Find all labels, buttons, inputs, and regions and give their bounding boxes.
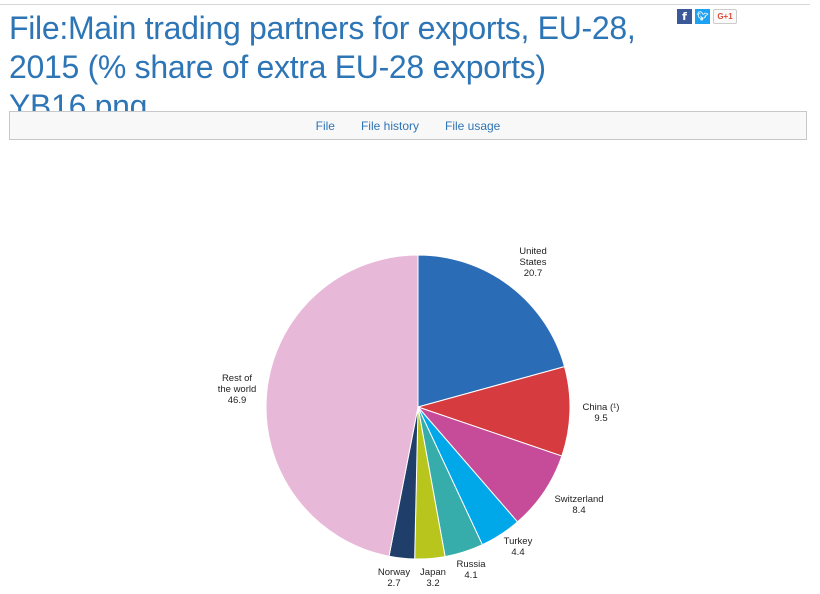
slice-category-label: States xyxy=(520,257,547,268)
slice-category-label: Russia xyxy=(456,559,486,570)
googleplus-button[interactable]: G+1 xyxy=(713,9,737,24)
tab-file-usage[interactable]: File usage xyxy=(432,119,513,133)
file-tabs: File File history File usage xyxy=(9,111,807,140)
tab-file-history[interactable]: File history xyxy=(348,119,432,133)
facebook-icon[interactable]: f xyxy=(677,9,692,24)
slice-value-label: 2.7 xyxy=(387,578,400,589)
slice-category-label: Turkey xyxy=(504,536,533,547)
pie-slice xyxy=(266,255,418,556)
top-divider xyxy=(0,4,810,5)
slice-value-label: 3.2 xyxy=(426,578,439,589)
slice-value-label: 46.9 xyxy=(228,395,247,406)
page-title: File:Main trading partners for exports, … xyxy=(9,9,669,126)
slice-category-label: United xyxy=(519,246,546,257)
slice-value-label: 9.5 xyxy=(594,413,607,424)
slice-category-label: Switzerland xyxy=(554,494,603,505)
slice-category-label: China (¹) xyxy=(583,402,620,413)
slice-value-label: 4.1 xyxy=(464,570,477,581)
slice-value-label: 8.4 xyxy=(572,505,585,516)
slice-value-label: 20.7 xyxy=(524,268,543,279)
slice-category-label: Norway xyxy=(378,567,410,578)
slice-category-label: the world xyxy=(218,384,257,395)
slice-category-label: Rest of xyxy=(222,373,252,384)
share-bar: f 🐦︎ G+1 xyxy=(677,9,737,24)
tab-file[interactable]: File xyxy=(303,119,348,133)
slice-value-label: 4.4 xyxy=(511,547,524,558)
slice-category-label: Japan xyxy=(420,567,446,578)
twitter-icon[interactable]: 🐦︎ xyxy=(695,9,710,24)
